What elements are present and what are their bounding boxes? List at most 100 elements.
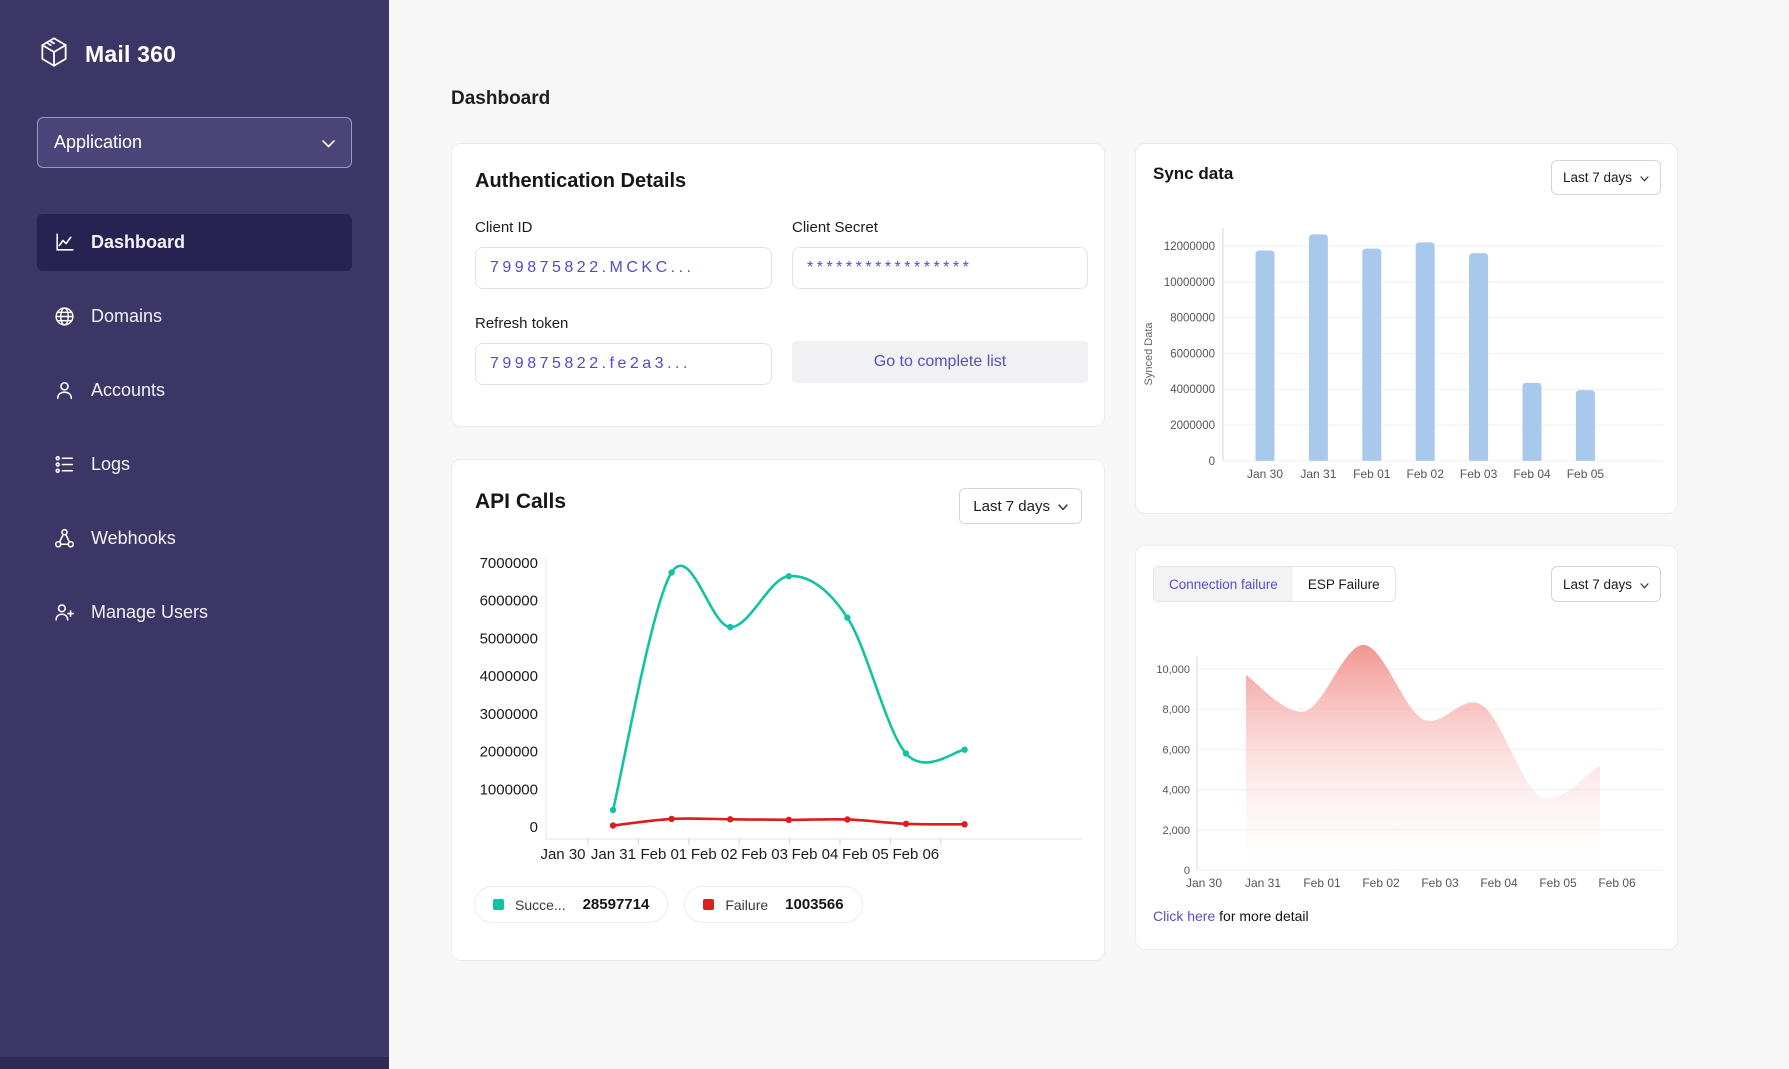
list-icon xyxy=(53,453,76,476)
sidebar-item-label: Webhooks xyxy=(91,528,176,548)
api-calls-range-dropdown[interactable]: Last 7 days xyxy=(959,488,1082,524)
svg-text:8,000: 8,000 xyxy=(1162,704,1190,716)
client-secret-group: Client Secret xyxy=(792,219,1088,289)
svg-text:0: 0 xyxy=(1209,456,1215,468)
failure-card: Connection failure ESP Failure Last 7 da… xyxy=(1135,545,1678,950)
svg-text:8000000: 8000000 xyxy=(1170,313,1215,325)
svg-text:Feb 02: Feb 02 xyxy=(1407,467,1445,481)
svg-text:Feb 04: Feb 04 xyxy=(1480,876,1518,890)
sidebar-item-label: Accounts xyxy=(91,380,166,400)
more-detail-suffix: for more detail xyxy=(1215,908,1309,924)
svg-text:7000000: 7000000 xyxy=(480,555,538,572)
legend-value: 28597714 xyxy=(582,896,650,913)
svg-text:Feb 04: Feb 04 xyxy=(792,846,839,863)
refresh-token-field[interactable] xyxy=(475,343,772,385)
svg-text:Feb 02: Feb 02 xyxy=(1362,876,1400,890)
authentication-details-card: Authentication Details Client ID Client … xyxy=(451,143,1105,427)
sidebar-item-logs[interactable]: Logs xyxy=(37,436,352,493)
mail360-logo-icon xyxy=(36,34,72,75)
svg-text:2,000: 2,000 xyxy=(1162,825,1190,837)
tab-esp-failure[interactable]: ESP Failure xyxy=(1292,567,1395,601)
svg-text:4000000: 4000000 xyxy=(480,668,538,685)
sidebar-item-label: Manage Users xyxy=(91,602,209,622)
complete-list-group: Go to complete list xyxy=(792,315,1088,385)
svg-text:Feb 01: Feb 01 xyxy=(640,846,687,863)
svg-text:Synced Data: Synced Data xyxy=(1143,322,1155,386)
sidebar-item-webhooks[interactable]: Webhooks xyxy=(37,510,352,567)
refresh-token-label: Refresh token xyxy=(475,315,569,332)
application-selector-label: Application xyxy=(54,132,143,152)
refresh-token-group: Refresh token xyxy=(475,315,772,385)
svg-text:Jan 30: Jan 30 xyxy=(540,846,585,863)
sidebar-footer-strip xyxy=(0,1057,389,1069)
api-calls-legend: Succe... 28597714 Failure 1003566 xyxy=(474,886,863,923)
legend-value: 1003566 xyxy=(785,896,844,913)
range-label: Last 7 days xyxy=(1562,170,1632,185)
go-to-complete-list-button[interactable]: Go to complete list xyxy=(792,341,1088,383)
client-id-field[interactable] xyxy=(475,247,772,289)
app-title: Mail 360 xyxy=(85,41,177,67)
user-icon xyxy=(53,379,76,402)
auth-card-title: Authentication Details xyxy=(475,170,687,192)
brand: Mail 360 xyxy=(0,0,389,75)
svg-text:10000000: 10000000 xyxy=(1164,277,1215,289)
users-icon xyxy=(53,601,76,624)
svg-text:Feb 02: Feb 02 xyxy=(691,846,738,863)
webhook-icon xyxy=(53,527,76,550)
svg-text:10,000: 10,000 xyxy=(1156,664,1190,676)
sync-data-chart: 0 2000000 4000000 6000000 8000000 10000000 120… xyxy=(1143,228,1663,481)
svg-text:Feb 01: Feb 01 xyxy=(1303,876,1341,890)
svg-text:Feb 03: Feb 03 xyxy=(741,846,788,863)
chevron-down-icon xyxy=(322,132,335,153)
svg-text:Feb 03: Feb 03 xyxy=(1421,876,1459,890)
sidebar-item-dashboard[interactable]: Dashboard xyxy=(37,214,352,271)
svg-text:Jan 31: Jan 31 xyxy=(1245,876,1281,890)
success-swatch-icon xyxy=(493,899,504,910)
main-content: Dashboard Authentication Details Client … xyxy=(389,0,1789,1069)
svg-text:Feb 05: Feb 05 xyxy=(1567,467,1605,481)
client-secret-field[interactable] xyxy=(792,247,1088,289)
svg-text:4000000: 4000000 xyxy=(1170,384,1215,396)
click-here-link[interactable]: Click here xyxy=(1153,908,1216,924)
failure-swatch-icon xyxy=(703,899,715,910)
svg-text:12000000: 12000000 xyxy=(1164,241,1215,253)
range-label: Last 7 days xyxy=(1562,576,1632,592)
connection-failure-chart: 0 2,000 4,000 6,000 8,000 10,000 Jan 30 Jan 31 F… xyxy=(1156,644,1663,890)
svg-text:Feb 06: Feb 06 xyxy=(1598,876,1636,890)
svg-text:Jan 31: Jan 31 xyxy=(1300,467,1336,481)
svg-text:0: 0 xyxy=(530,819,538,836)
svg-text:5000000: 5000000 xyxy=(480,630,538,647)
legend-label: Succe... xyxy=(515,896,566,913)
svg-text:2000000: 2000000 xyxy=(480,744,538,761)
legend-item-success[interactable]: Succe... 28597714 xyxy=(474,886,669,923)
svg-text:6,000: 6,000 xyxy=(1162,744,1190,756)
chevron-down-icon xyxy=(1640,577,1649,592)
svg-text:Feb 05: Feb 05 xyxy=(1539,876,1577,890)
application-selector[interactable]: Application xyxy=(37,117,352,168)
legend-label: Failure xyxy=(725,896,769,913)
tab-connection-failure[interactable]: Connection failure xyxy=(1154,567,1293,601)
failure-range-dropdown[interactable]: Last 7 days xyxy=(1550,566,1661,602)
sidebar-item-accounts[interactable]: Accounts xyxy=(37,362,352,419)
svg-text:4,000: 4,000 xyxy=(1162,785,1190,797)
sidebar: Mail 360 Application Dashboard xyxy=(0,0,389,1069)
chevron-down-icon xyxy=(1640,170,1649,185)
globe-icon xyxy=(53,305,76,328)
svg-text:6000000: 6000000 xyxy=(1170,348,1215,360)
svg-text:6000000: 6000000 xyxy=(480,593,538,610)
sidebar-item-label: Domains xyxy=(91,306,163,326)
svg-text:1000000: 1000000 xyxy=(480,781,538,798)
range-label: Last 7 days xyxy=(973,497,1050,515)
svg-text:0: 0 xyxy=(1184,865,1190,877)
sidebar-item-manage-users[interactable]: Manage Users xyxy=(37,584,352,641)
client-id-group: Client ID xyxy=(475,219,772,289)
svg-text:Feb 03: Feb 03 xyxy=(1460,467,1498,481)
client-id-label: Client ID xyxy=(475,219,533,236)
sidebar-item-domains[interactable]: Domains xyxy=(37,288,352,345)
svg-text:Feb 04: Feb 04 xyxy=(1513,467,1551,481)
api-calls-chart: 0 1000000 2000000 3000000 4000000 5000000 6000… xyxy=(480,555,1082,863)
svg-text:Feb 05: Feb 05 xyxy=(842,846,889,863)
sync-data-range-dropdown[interactable]: Last 7 days xyxy=(1550,160,1661,195)
legend-item-failure[interactable]: Failure 1003566 xyxy=(684,886,863,923)
